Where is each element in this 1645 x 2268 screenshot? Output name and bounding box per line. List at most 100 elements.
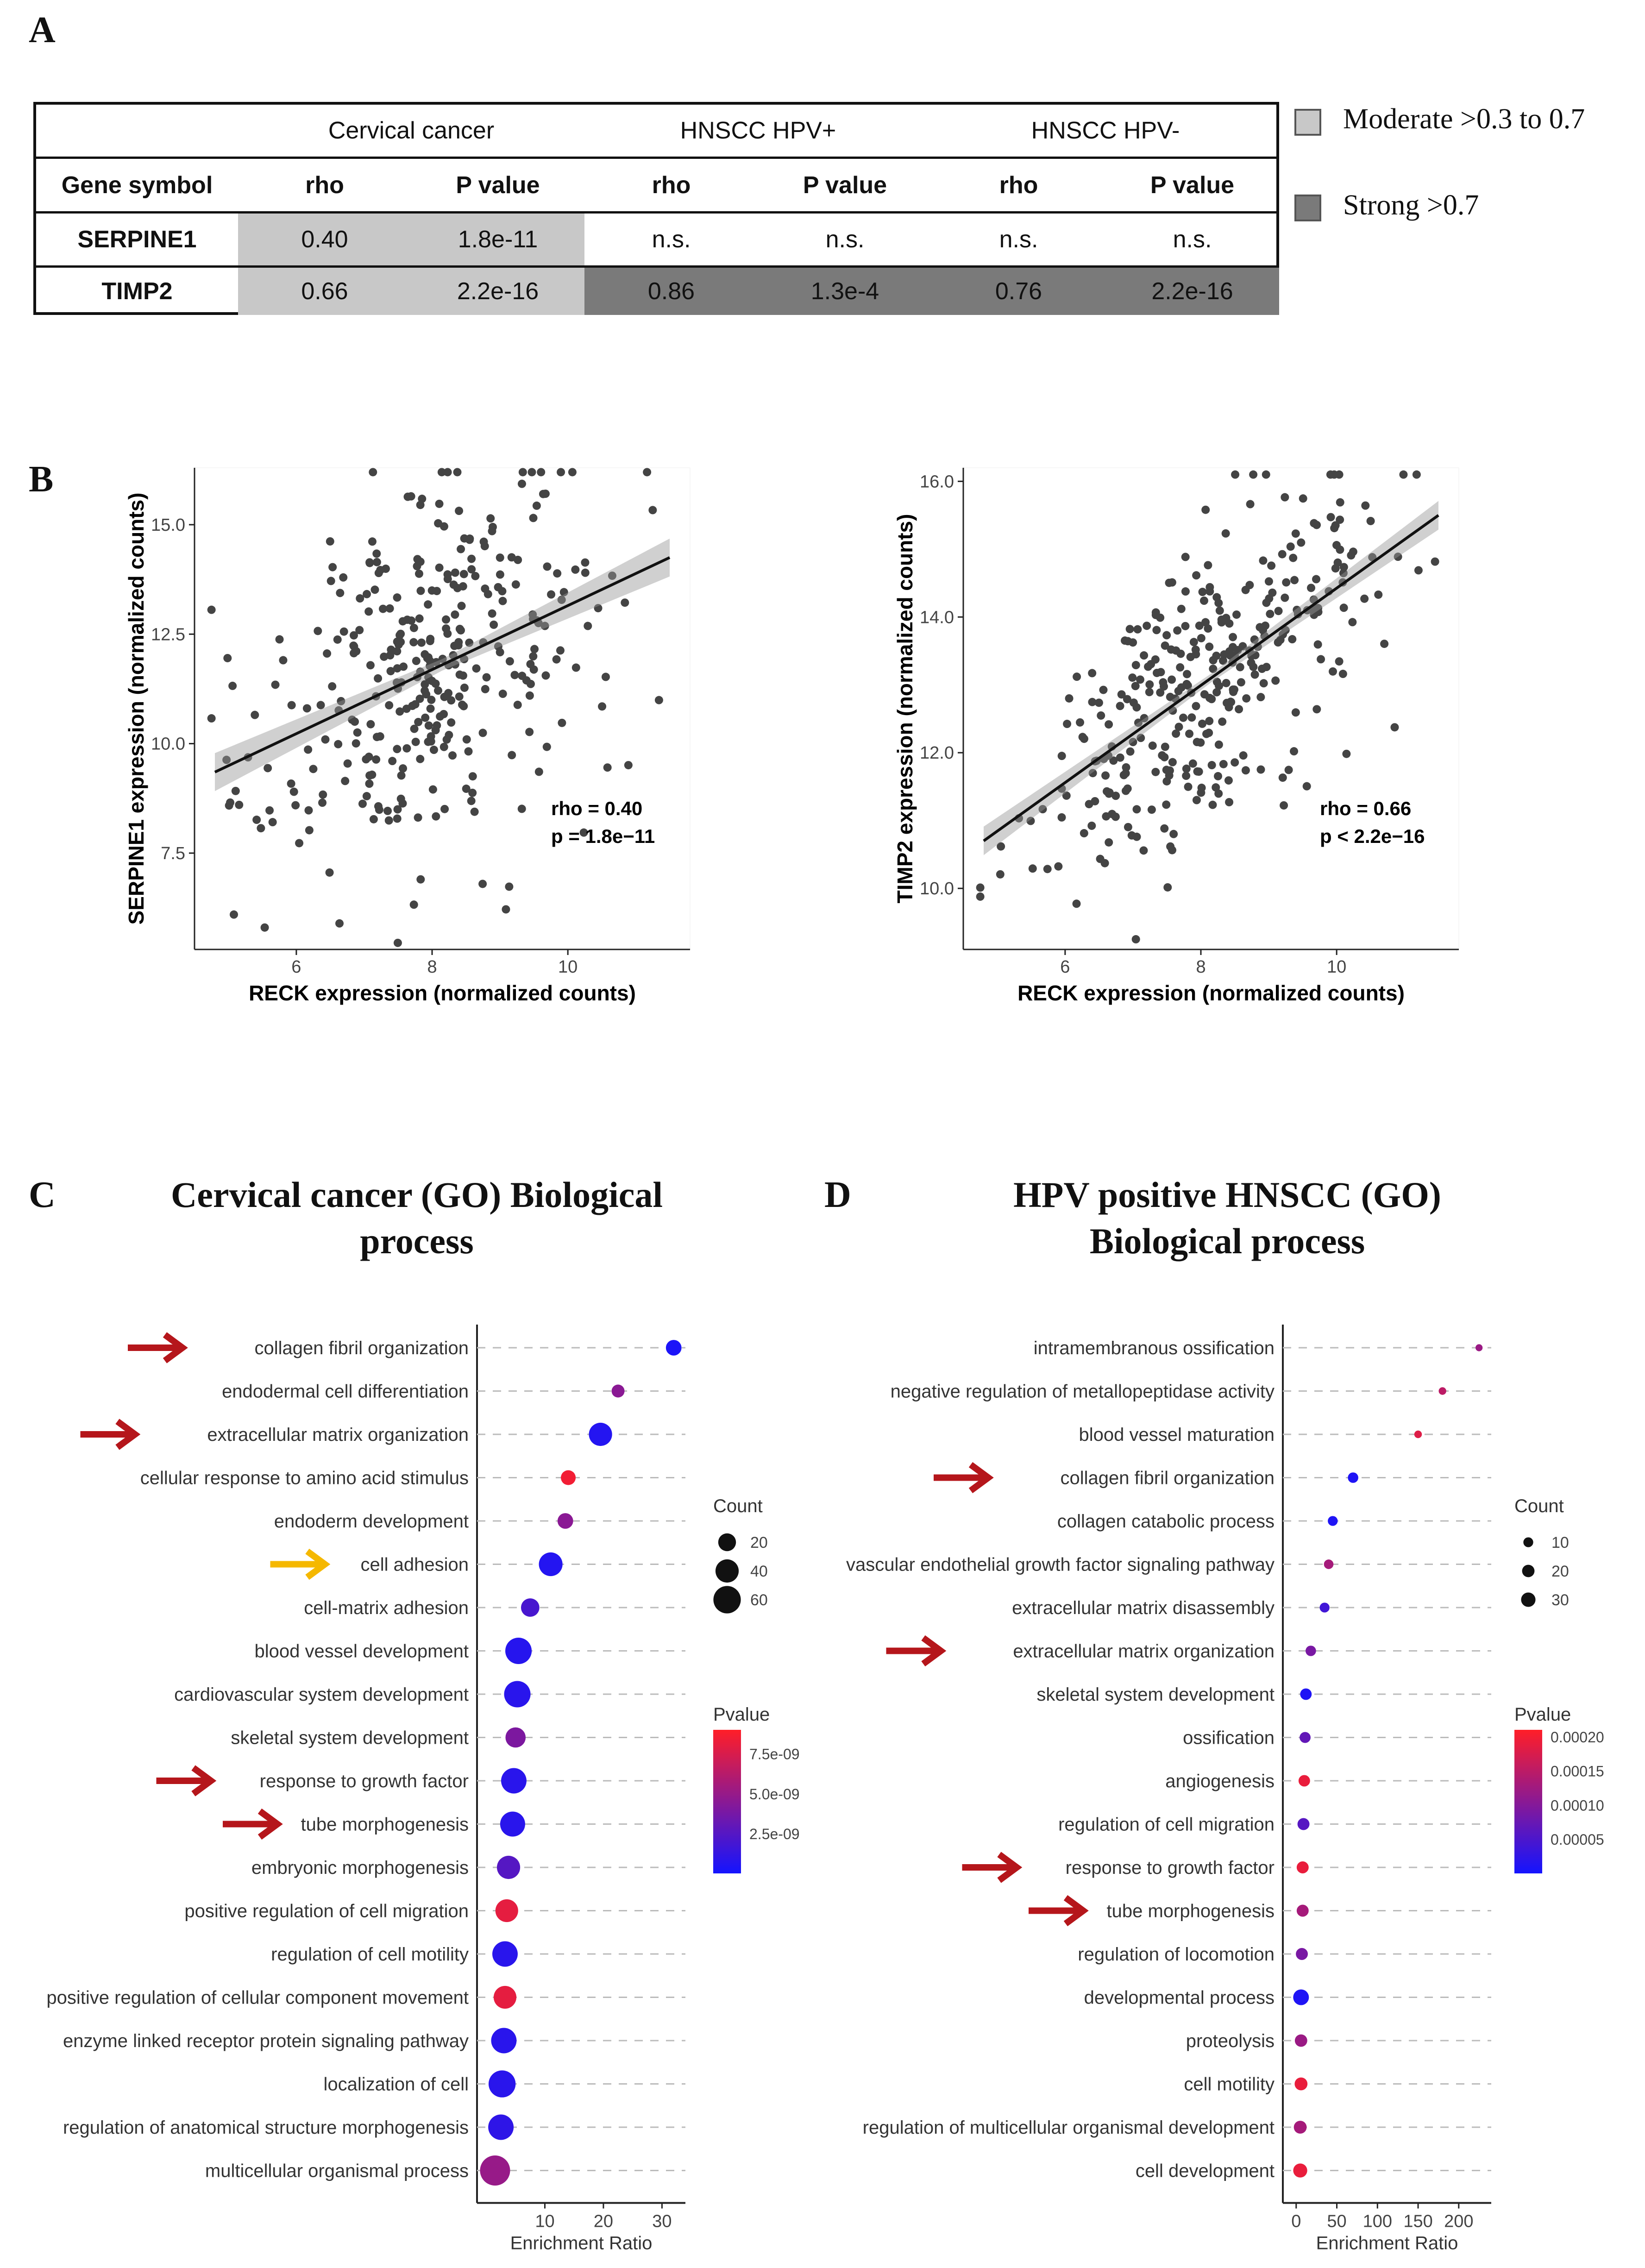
data-point xyxy=(1293,605,1301,614)
count-legend-dot xyxy=(1522,1564,1535,1577)
y-tick-label: 16.0 xyxy=(920,472,954,491)
data-point xyxy=(1229,633,1237,641)
term-label: cell-matrix adhesion xyxy=(304,1598,469,1618)
chart-title-c-line1: Cervical cancer (GO) Biological xyxy=(170,1175,663,1215)
data-point xyxy=(1330,524,1339,533)
term-label: response to growth factor xyxy=(1066,1858,1275,1878)
data-point xyxy=(427,696,436,704)
table-cell: n.s. xyxy=(1173,226,1212,253)
data-point xyxy=(396,638,405,647)
data-point xyxy=(1199,597,1208,605)
data-point xyxy=(997,842,1005,851)
x-tick-label: 20 xyxy=(594,2212,613,2231)
y-axis-label: TIMP2 expression (normalized counts) xyxy=(893,514,917,904)
term-label: tube morphogenesis xyxy=(301,1815,469,1835)
data-point xyxy=(1374,590,1383,599)
data-point xyxy=(1209,656,1218,665)
data-point xyxy=(502,905,510,914)
data-point xyxy=(1172,646,1180,655)
data-point xyxy=(1126,747,1135,756)
pvalue-colorbar xyxy=(1514,1730,1542,1873)
data-point xyxy=(1207,695,1216,704)
data-point xyxy=(483,590,492,598)
data-point xyxy=(365,779,374,788)
term-dot xyxy=(480,2155,510,2186)
data-point xyxy=(328,682,337,691)
data-point xyxy=(537,468,546,477)
count-legend-dot xyxy=(713,1586,741,1614)
term-label: endoderm development xyxy=(274,1511,469,1532)
data-point xyxy=(579,828,588,837)
data-point xyxy=(510,671,519,679)
data-point xyxy=(1266,609,1275,618)
term-label: angiogenesis xyxy=(1165,1771,1275,1791)
term-dot xyxy=(1293,2163,1307,2178)
data-point xyxy=(432,658,440,666)
data-point xyxy=(1226,697,1235,706)
data-point xyxy=(353,728,362,737)
data-point xyxy=(393,664,402,673)
data-point xyxy=(1132,703,1141,712)
data-point xyxy=(486,514,495,523)
data-point xyxy=(1278,773,1287,782)
data-point xyxy=(412,657,421,666)
data-point xyxy=(387,645,396,654)
data-point xyxy=(414,569,423,578)
data-point xyxy=(1348,618,1357,627)
data-point xyxy=(1193,738,1201,747)
data-point xyxy=(1129,638,1137,647)
data-point xyxy=(557,468,565,477)
data-point xyxy=(1222,679,1231,687)
data-point xyxy=(1281,626,1290,635)
table-row-gene: SERPINE1 xyxy=(77,226,197,253)
data-point xyxy=(1163,883,1172,892)
x-axis-label: Enrichment Ratio xyxy=(510,2233,653,2254)
term-dot xyxy=(505,1727,526,1748)
panel-label-c: C xyxy=(29,1175,56,1215)
term-dot xyxy=(488,2070,516,2098)
data-point xyxy=(1187,713,1196,722)
pvalue-legend-title: Pvalue xyxy=(713,1704,770,1725)
data-point xyxy=(252,816,261,824)
data-point xyxy=(1102,812,1111,821)
data-point xyxy=(482,673,491,682)
data-point xyxy=(556,646,565,655)
data-point xyxy=(508,751,516,760)
data-point xyxy=(1265,594,1274,603)
data-point xyxy=(393,805,402,814)
data-point xyxy=(1205,716,1214,725)
data-point xyxy=(1168,758,1177,766)
legend-swatch-strong xyxy=(1294,195,1321,221)
data-point xyxy=(455,507,464,515)
table-cell: 2.2e-16 xyxy=(457,278,539,305)
red-arrowhead-icon xyxy=(968,1462,994,1494)
data-point xyxy=(1129,738,1137,747)
term-dot xyxy=(1414,1430,1422,1439)
data-point xyxy=(453,468,462,477)
data-point xyxy=(1262,470,1270,479)
count-legend-title: Count xyxy=(1514,1496,1564,1516)
data-point xyxy=(490,620,498,629)
data-point xyxy=(1336,498,1344,507)
data-point xyxy=(648,506,657,515)
table-row-gene: TIMP2 xyxy=(101,278,173,305)
count-legend-title: Count xyxy=(713,1496,763,1516)
data-point xyxy=(1165,766,1174,775)
data-point xyxy=(480,542,489,551)
term-dot xyxy=(561,1470,576,1485)
term-dot xyxy=(488,2114,514,2140)
term-dot xyxy=(521,1598,540,1617)
data-point xyxy=(1312,575,1321,584)
data-point xyxy=(1290,747,1299,756)
data-point xyxy=(1043,865,1052,873)
data-point xyxy=(372,549,381,558)
data-point xyxy=(526,660,535,668)
regression-line xyxy=(983,514,1439,842)
data-point xyxy=(1197,634,1205,642)
data-point xyxy=(1057,813,1066,822)
data-point xyxy=(1145,688,1154,697)
data-point xyxy=(608,572,616,580)
data-point xyxy=(518,468,527,477)
data-point xyxy=(621,598,629,607)
term-label: cell development xyxy=(1136,2161,1275,2181)
